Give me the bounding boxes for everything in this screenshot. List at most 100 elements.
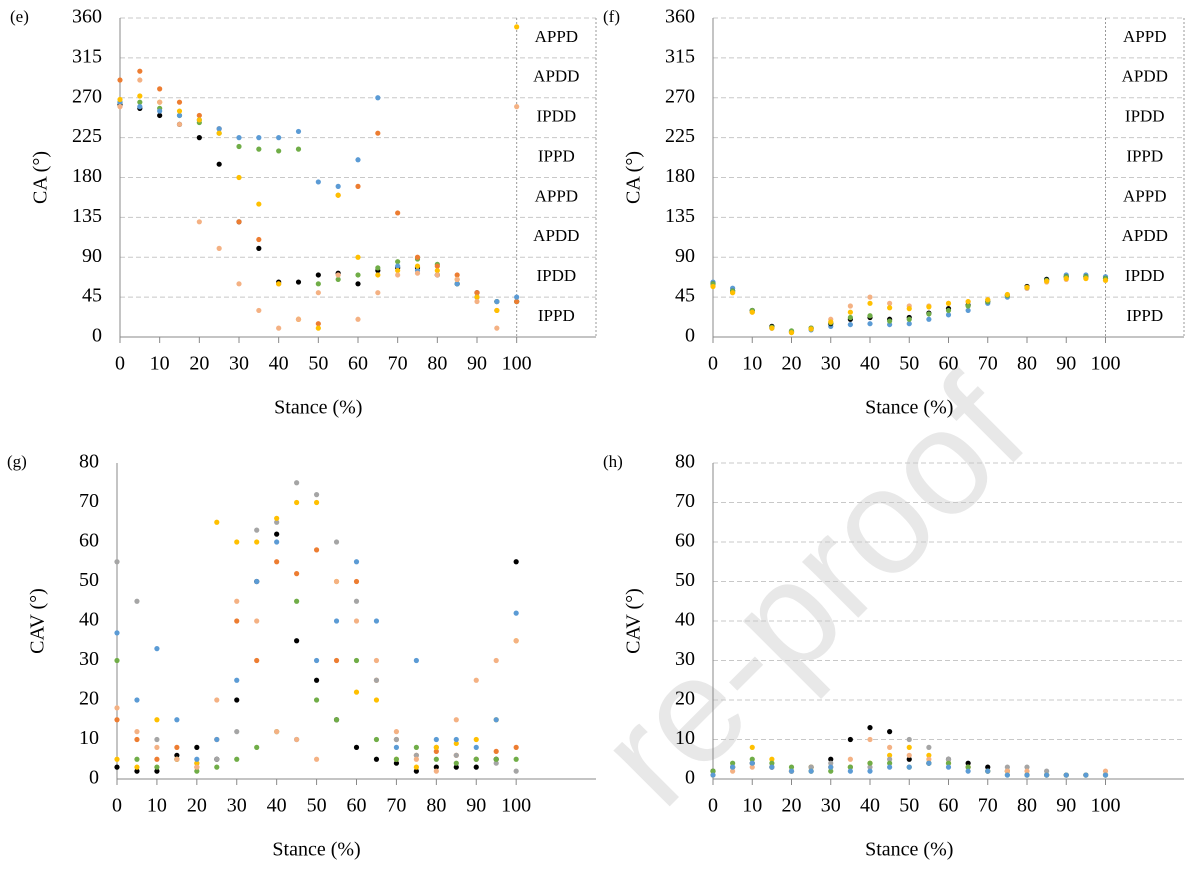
data-point [234, 618, 240, 624]
data-point [1102, 768, 1109, 774]
data-point [373, 756, 380, 762]
data-point [887, 756, 893, 762]
x-tick-label: 0 [708, 795, 718, 817]
data-point [375, 290, 381, 296]
data-point [256, 146, 262, 152]
x-tick-label: 70 [386, 795, 406, 817]
x-tick-label: 20 [189, 353, 209, 375]
data-point [114, 559, 120, 565]
data-point [945, 300, 952, 306]
data-point [453, 760, 459, 766]
x-tick-label: 70 [388, 353, 408, 375]
data-point [353, 618, 360, 624]
y-tick-label: 315 [72, 45, 102, 67]
x-tick-label: 20 [782, 353, 802, 375]
data-point [847, 321, 853, 328]
data-point [867, 764, 873, 770]
y-tick-label: 45 [82, 285, 102, 307]
data-point [906, 752, 912, 758]
data-point [313, 492, 320, 498]
data-point [788, 768, 795, 774]
data-point [494, 307, 500, 314]
data-point [769, 764, 775, 770]
data-point [828, 760, 834, 766]
data-point [1063, 772, 1069, 778]
y-tick-label: 70 [79, 490, 99, 512]
x-tick-label: 100 [502, 353, 532, 375]
annotation: IPPD [538, 306, 575, 325]
data-point [514, 294, 520, 300]
data-point [454, 272, 460, 278]
data-point [867, 313, 873, 319]
data-point [434, 267, 440, 274]
data-point [353, 657, 360, 664]
data-point [945, 756, 952, 762]
annotation: APDD [1122, 67, 1168, 86]
data-point [295, 146, 302, 152]
y-tick-label: 225 [72, 125, 102, 147]
data-point [355, 281, 361, 287]
data-point [393, 744, 400, 751]
data-point [234, 598, 240, 604]
data-point [256, 245, 262, 251]
data-point [294, 571, 300, 577]
panel-label: (f) [603, 7, 620, 26]
data-point [114, 756, 120, 762]
data-point [867, 760, 873, 766]
data-point [730, 760, 736, 766]
data-point [216, 245, 222, 251]
data-point [134, 764, 140, 770]
x-tick-label: 30 [821, 353, 841, 375]
data-point [514, 298, 520, 305]
data-point [887, 729, 893, 735]
annotation: IPDD [1125, 266, 1165, 285]
data-point [513, 610, 519, 616]
data-point [256, 135, 262, 141]
data-point [114, 764, 120, 770]
data-point [887, 318, 893, 324]
y-tick-label: 60 [79, 530, 99, 552]
data-point [887, 744, 893, 751]
data-point [769, 325, 775, 331]
data-point [1024, 768, 1030, 774]
data-point [274, 729, 280, 735]
data-point [414, 263, 421, 269]
annotation: APDD [1122, 226, 1168, 245]
data-point [196, 135, 202, 141]
y-axis-label: CA (°) [30, 151, 52, 204]
x-tick-label: 90 [1056, 353, 1076, 375]
data-point [1004, 772, 1010, 778]
data-point [114, 657, 120, 664]
data-point [355, 254, 361, 260]
data-point [1044, 278, 1050, 284]
data-point [274, 531, 280, 537]
data-point [749, 760, 755, 766]
data-point [393, 760, 400, 766]
annotation: APPD [1123, 186, 1166, 205]
annotation: IPPD [1126, 146, 1163, 165]
data-point [513, 756, 519, 762]
y-tick-label: 180 [72, 165, 102, 187]
data-point [274, 519, 280, 525]
data-point [295, 316, 302, 322]
data-point [294, 480, 300, 486]
data-point [216, 130, 222, 136]
data-point [176, 112, 183, 119]
x-tick-label: 30 [227, 795, 247, 817]
data-point [174, 752, 180, 758]
y-tick-label: 360 [665, 6, 695, 28]
data-point [926, 311, 932, 317]
data-point [945, 760, 952, 766]
data-point [134, 736, 140, 743]
data-point [134, 697, 140, 703]
data-point [137, 68, 143, 74]
data-point [453, 764, 459, 770]
y-tick-label: 50 [79, 569, 99, 591]
data-point [513, 638, 519, 644]
data-point [906, 736, 912, 743]
panel-label: (g) [7, 452, 27, 471]
data-point [513, 768, 519, 774]
data-point [373, 697, 380, 703]
x-tick-label: 100 [1091, 795, 1121, 817]
data-point [1063, 275, 1069, 282]
